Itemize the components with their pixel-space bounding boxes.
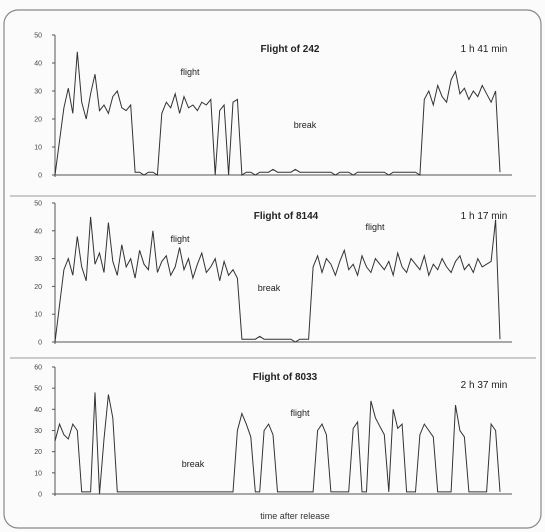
figure-frame [3,9,542,529]
panel-3-speed-trace [54,392,501,495]
y-tick-label: 0 [38,492,42,499]
panel-2-duration: 1 h 17 min [461,211,508,222]
y-tick-label: 30 [34,89,42,96]
x-axis-label: time after release [260,511,330,521]
y-tick-label: 40 [34,228,42,235]
panel-3-annotation-flight: flight [290,408,310,418]
panel-1-duration: 1 h 41 min [461,44,508,55]
y-tick-label: 20 [34,284,42,291]
y-tick-label: 10 [34,470,42,477]
y-tick-label: 50 [34,386,42,393]
y-tick-label: 50 [34,33,42,40]
panel-2-annotation-flight: flight [365,222,385,232]
panel-3-annotation-break: break [182,459,205,469]
panel-2-speed-trace [54,216,501,343]
y-tick-label: 60 [34,365,42,372]
y-tick-label: 30 [34,428,42,435]
y-tick-label: 50 [34,201,42,208]
panel-1-annotation-flight: flight [180,67,200,77]
panel-2-annotation-break: break [258,283,281,293]
y-tick-label: 40 [34,407,42,414]
y-tick-label: 20 [34,449,42,456]
panel-3-title: Flight of 8033 [253,372,318,383]
y-tick-label: 0 [38,173,42,180]
y-tick-label: 10 [34,145,42,152]
panel-1-annotation-break: break [294,120,317,130]
y-tick-label: 20 [34,117,42,124]
panel-1-title: Flight of 242 [261,44,320,55]
y-tick-label: 40 [34,61,42,68]
y-tick-label: 0 [38,340,42,347]
panel-2-title: Flight of 8144 [254,211,319,222]
y-tick-label: 10 [34,312,42,319]
panel-2-annotation-flight: flight [170,234,190,244]
panel-1-speed-trace [54,51,501,176]
y-tick-label: 30 [34,256,42,263]
panel-3-duration: 2 h 37 min [461,380,508,391]
